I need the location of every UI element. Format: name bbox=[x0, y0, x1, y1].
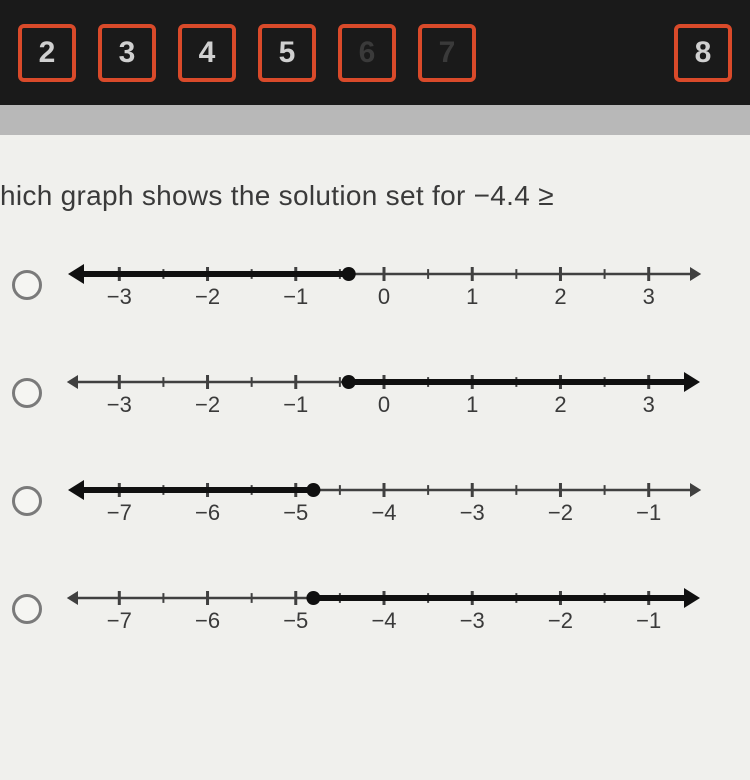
number-line: −3 −2 −1 0 1 2 3 bbox=[64, 252, 704, 318]
nav-button-8[interactable]: 8 bbox=[674, 24, 732, 82]
svg-text:−5: −5 bbox=[283, 608, 308, 633]
separator-strip bbox=[0, 105, 750, 135]
number-line: −3 −2 −1 0 1 2 3 bbox=[64, 360, 704, 426]
svg-text:−3: −3 bbox=[107, 284, 132, 309]
svg-text:3: 3 bbox=[643, 392, 655, 417]
svg-text:1: 1 bbox=[466, 284, 478, 309]
svg-text:−1: −1 bbox=[283, 392, 308, 417]
navigation-bar: 234567 8 bbox=[0, 0, 750, 105]
svg-text:−1: −1 bbox=[636, 500, 661, 525]
svg-text:−4: −4 bbox=[371, 608, 396, 633]
svg-text:−7: −7 bbox=[107, 500, 132, 525]
svg-text:0: 0 bbox=[378, 392, 390, 417]
svg-text:−2: −2 bbox=[195, 392, 220, 417]
svg-text:−1: −1 bbox=[636, 608, 661, 633]
svg-text:−3: −3 bbox=[107, 392, 132, 417]
svg-text:−6: −6 bbox=[195, 608, 220, 633]
svg-text:2: 2 bbox=[554, 284, 566, 309]
answer-option-4[interactable]: −7 −6 −5 −4 −3 −2 −1 bbox=[12, 576, 750, 642]
answer-options: −3 −2 −1 0 1 2 3 −3 −2 −1 0 1 2 3 −7 −6 −5 −4 −3 −2 −1 −7 −6 −5… bbox=[0, 252, 750, 642]
svg-text:−5: −5 bbox=[283, 500, 308, 525]
nav-button-2[interactable]: 2 bbox=[18, 24, 76, 82]
radio-button[interactable] bbox=[12, 594, 42, 624]
nav-button-6[interactable]: 6 bbox=[338, 24, 396, 82]
question-text: hich graph shows the solution set for −4… bbox=[0, 180, 750, 212]
answer-option-2[interactable]: −3 −2 −1 0 1 2 3 bbox=[12, 360, 750, 426]
svg-text:−6: −6 bbox=[195, 500, 220, 525]
svg-text:−1: −1 bbox=[283, 284, 308, 309]
svg-text:1: 1 bbox=[466, 392, 478, 417]
number-line: −7 −6 −5 −4 −3 −2 −1 bbox=[64, 468, 704, 534]
svg-text:−2: −2 bbox=[195, 284, 220, 309]
radio-button[interactable] bbox=[12, 486, 42, 516]
svg-text:−2: −2 bbox=[548, 608, 573, 633]
nav-button-4[interactable]: 4 bbox=[178, 24, 236, 82]
answer-option-1[interactable]: −3 −2 −1 0 1 2 3 bbox=[12, 252, 750, 318]
svg-text:−3: −3 bbox=[460, 608, 485, 633]
nav-button-3[interactable]: 3 bbox=[98, 24, 156, 82]
nav-button-5[interactable]: 5 bbox=[258, 24, 316, 82]
svg-text:−2: −2 bbox=[548, 500, 573, 525]
nav-button-7[interactable]: 7 bbox=[418, 24, 476, 82]
svg-text:−4: −4 bbox=[371, 500, 396, 525]
svg-text:3: 3 bbox=[643, 284, 655, 309]
svg-text:−7: −7 bbox=[107, 608, 132, 633]
answer-option-3[interactable]: −7 −6 −5 −4 −3 −2 −1 bbox=[12, 468, 750, 534]
number-line: −7 −6 −5 −4 −3 −2 −1 bbox=[64, 576, 704, 642]
radio-button[interactable] bbox=[12, 378, 42, 408]
svg-text:−3: −3 bbox=[460, 500, 485, 525]
question-panel: hich graph shows the solution set for −4… bbox=[0, 135, 750, 780]
svg-text:0: 0 bbox=[378, 284, 390, 309]
svg-text:2: 2 bbox=[554, 392, 566, 417]
radio-button[interactable] bbox=[12, 270, 42, 300]
